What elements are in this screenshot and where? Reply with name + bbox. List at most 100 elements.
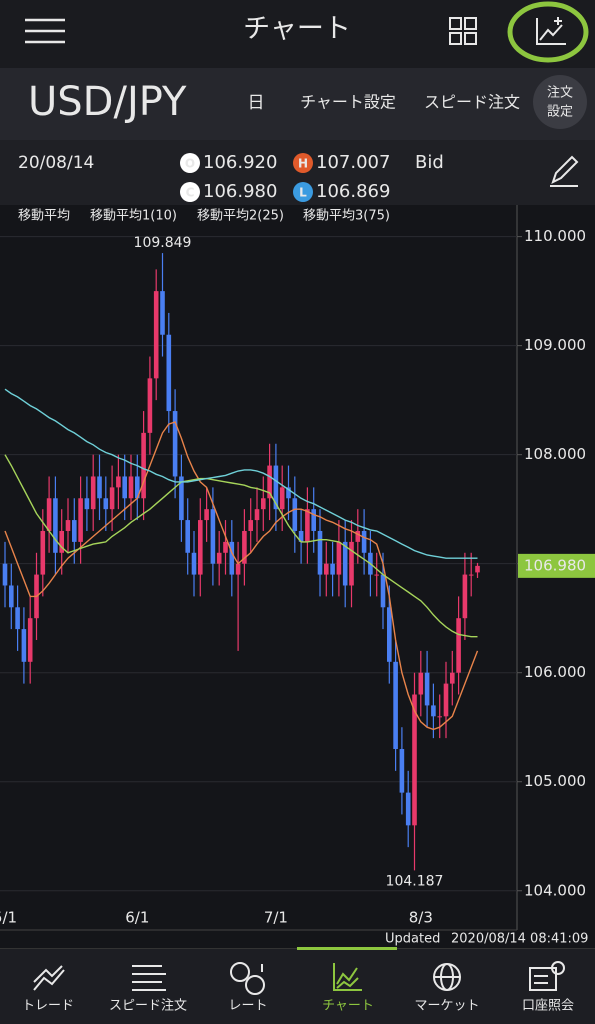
candle-body bbox=[235, 563, 241, 575]
open-icon bbox=[180, 153, 200, 173]
candle-body bbox=[172, 411, 178, 477]
candle-body bbox=[15, 607, 20, 630]
nav-account[interactable]: 口座照会 bbox=[522, 961, 574, 1014]
last-price-tag bbox=[518, 553, 595, 578]
candle-body bbox=[399, 749, 405, 793]
indicator-button[interactable] bbox=[536, 17, 566, 45]
moving-average-line bbox=[4, 388, 478, 559]
edit-button[interactable] bbox=[550, 155, 579, 187]
toolbar bbox=[0, 68, 595, 140]
candle-body bbox=[298, 530, 304, 542]
candle-body bbox=[78, 498, 83, 542]
candle-body bbox=[361, 530, 367, 553]
nav-chart[interactable]: チャート bbox=[322, 963, 374, 1014]
candle-body bbox=[122, 476, 127, 499]
low-icon-letter: L bbox=[299, 186, 307, 200]
candle-body bbox=[279, 487, 285, 510]
candle-body bbox=[273, 465, 279, 510]
candle-body bbox=[254, 509, 260, 521]
open-value: 106.920 bbox=[203, 152, 277, 173]
close-icon bbox=[180, 182, 200, 202]
y-tick-label: 105.000 bbox=[524, 772, 586, 790]
y-tick-label: 104.000 bbox=[524, 881, 586, 899]
candle-body bbox=[9, 585, 14, 608]
y-tick-label: 108.000 bbox=[524, 445, 586, 463]
candle-body bbox=[437, 716, 442, 718]
legend-entry: 移動平均2(25) bbox=[197, 209, 284, 224]
candle-body bbox=[418, 672, 424, 695]
nav-label: スピード注文 bbox=[109, 999, 187, 1014]
menu-button[interactable] bbox=[25, 18, 65, 44]
axes: 104.000105.000106.000107.000108.000109.0… bbox=[90, 209, 595, 899]
candle-body bbox=[286, 487, 291, 499]
layout-button[interactable] bbox=[449, 17, 477, 45]
candle-body bbox=[191, 552, 197, 575]
legend-title: 移動平均 bbox=[18, 209, 70, 224]
candle-body bbox=[261, 498, 266, 510]
candle-body bbox=[40, 530, 46, 575]
candle-body bbox=[65, 520, 71, 531]
min-label: 104.187 bbox=[386, 873, 444, 889]
x-tick-label: 6/1 bbox=[125, 909, 149, 927]
chart-settings-tab[interactable]: チャート設定 bbox=[300, 93, 396, 112]
candle-body bbox=[342, 541, 348, 586]
timeframe-tab[interactable]: 日 bbox=[248, 93, 265, 113]
candle-body bbox=[317, 530, 323, 575]
quote-date: 20/08/14 bbox=[18, 153, 94, 173]
nav-market[interactable]: マーケット bbox=[414, 963, 480, 1014]
candle-body bbox=[292, 498, 298, 531]
candle-body bbox=[311, 509, 316, 531]
currency-pair[interactable]: USD/JPY bbox=[28, 79, 187, 125]
chart-area bbox=[0, 205, 595, 948]
nav-label: マーケット bbox=[414, 999, 479, 1014]
candle-body bbox=[229, 541, 235, 575]
nav-label: チャート bbox=[322, 999, 374, 1014]
candle-body bbox=[97, 476, 102, 499]
candle-body bbox=[210, 509, 216, 564]
max-label: 109.849 bbox=[134, 235, 192, 251]
candle-body bbox=[412, 694, 417, 826]
candle-body bbox=[248, 520, 253, 531]
candle-body bbox=[2, 563, 8, 586]
candle-body bbox=[90, 476, 96, 510]
candle-body bbox=[330, 563, 335, 575]
candle-body bbox=[179, 476, 184, 521]
candle-body bbox=[387, 607, 392, 662]
candle-body bbox=[46, 498, 52, 531]
candle-body bbox=[21, 629, 27, 662]
nav-speed-order[interactable]: スピード注文 bbox=[109, 965, 187, 1014]
candle-body bbox=[456, 618, 461, 673]
moving-average-line bbox=[4, 454, 478, 638]
price-side[interactable]: Bid bbox=[415, 152, 444, 173]
candle-body bbox=[135, 476, 140, 499]
open-icon-letter: O bbox=[185, 157, 195, 171]
speed-order-tab[interactable]: スピード注文 bbox=[424, 93, 520, 112]
order-settings-button[interactable] bbox=[533, 75, 587, 129]
candle-body bbox=[431, 705, 436, 717]
x-tick-label: 7/1 bbox=[264, 909, 288, 927]
candle-body bbox=[450, 672, 455, 684]
high-icon-letter: H bbox=[298, 157, 308, 171]
candle-body bbox=[405, 792, 411, 826]
legend-entry: 移動平均1(10) bbox=[90, 209, 177, 224]
y-tick-label: 110.000 bbox=[524, 227, 586, 245]
nav-rate[interactable]: レート bbox=[228, 962, 268, 1014]
last-price-label: 106.980 bbox=[524, 556, 586, 574]
highlight-circle bbox=[507, 1, 589, 63]
candle-body bbox=[380, 574, 386, 608]
candle-body bbox=[216, 552, 222, 564]
candle-body bbox=[185, 520, 190, 553]
candle-body bbox=[103, 498, 109, 510]
candle-body bbox=[160, 291, 165, 335]
nav-trade[interactable]: トレード bbox=[22, 965, 74, 1014]
candle-body bbox=[355, 530, 361, 542]
candle-body bbox=[141, 432, 146, 499]
candle-body bbox=[443, 683, 449, 717]
candle-body bbox=[84, 498, 90, 510]
screen-title: チャート bbox=[243, 14, 351, 45]
candle-body bbox=[147, 378, 153, 433]
candle-body bbox=[462, 574, 468, 619]
top-bar bbox=[0, 0, 595, 68]
candle-body bbox=[336, 541, 342, 575]
